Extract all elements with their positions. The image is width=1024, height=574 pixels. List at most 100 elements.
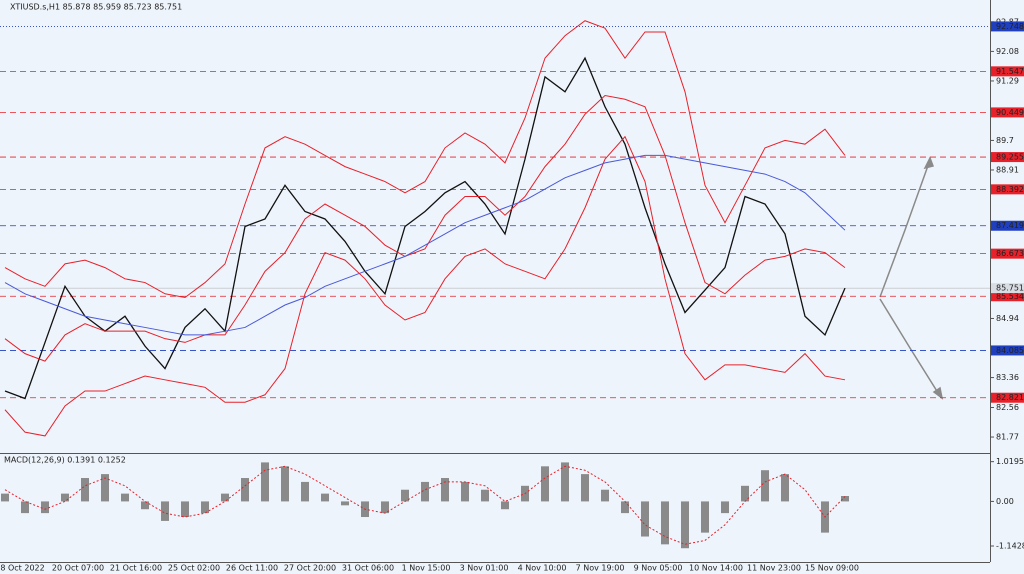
macd-bar — [321, 493, 329, 502]
macd-bar — [381, 501, 389, 514]
macd-bar — [581, 474, 589, 502]
macd-bar — [161, 501, 169, 521]
macd-bar — [661, 501, 669, 545]
x-tick-label: 27 Oct 20:00 — [284, 564, 336, 573]
level-tag — [991, 184, 1024, 195]
level-tag — [991, 152, 1024, 163]
macd-bar — [141, 501, 149, 510]
macd-bar — [561, 462, 569, 502]
signal-line — [4, 465, 846, 545]
y-tick-label: 89.7 — [996, 136, 1014, 145]
y-tick-label: 81.77 — [996, 433, 1019, 442]
macd-bar — [421, 481, 429, 502]
macd-bar — [21, 501, 29, 514]
indicator-line — [4, 95, 846, 362]
y-tick-label: 84.94 — [996, 314, 1019, 323]
x-tick-label: 9 Nov 05:00 — [634, 564, 683, 573]
arrow-head — [923, 156, 934, 170]
macd-bar — [221, 493, 229, 502]
indicator-line — [4, 20, 846, 299]
macd-bar — [201, 501, 209, 514]
macd-bar — [841, 495, 849, 502]
macd-bar — [701, 501, 709, 533]
level-label: 87.419 — [996, 221, 1024, 230]
x-tick-label: 20 Oct 07:00 — [52, 564, 104, 573]
level-label: 84.085 — [996, 346, 1024, 355]
macd-bar — [461, 481, 469, 502]
level-label: 91.547 — [996, 67, 1024, 76]
macd-bar — [261, 462, 269, 502]
y-tick-label: 83.36 — [996, 373, 1019, 382]
macd-bar — [601, 489, 609, 502]
macd-bar — [61, 493, 69, 502]
x-tick-label: 7 Nov 19:00 — [576, 564, 625, 573]
macd-bar — [501, 501, 509, 510]
macd-bar — [621, 501, 629, 514]
x-tick-label: 26 Oct 11:00 — [226, 564, 278, 573]
indicator-line — [4, 135, 846, 437]
symbol-header: XTIUSD.s,H1 85.878 85.959 85.723 85.751 — [10, 3, 182, 12]
macd-bar — [681, 501, 689, 549]
macd-bar — [481, 489, 489, 502]
x-tick-label: 4 Nov 10:00 — [518, 564, 567, 573]
x-tick-label: 15 Nov 09:00 — [805, 564, 859, 573]
y-tick-label: 91.29 — [996, 76, 1019, 85]
macd-bar — [741, 485, 749, 502]
macd-bar — [41, 501, 49, 514]
level-tag — [991, 220, 1024, 231]
x-tick-label: 11 Nov 23:00 — [747, 564, 801, 573]
macd-bar — [281, 466, 289, 502]
macd-bar — [81, 478, 89, 502]
macd-header: MACD(12,26,9) 0.1391 0.1252 — [4, 456, 126, 465]
level-label: 89.255 — [996, 153, 1024, 162]
x-tick-label: 1 Nov 15:00 — [402, 564, 451, 573]
macd-bar — [241, 478, 249, 502]
level-label: 85.534 — [996, 292, 1024, 301]
level-label: 90.449 — [996, 108, 1024, 117]
forecast-arrows — [879, 156, 944, 400]
y-tick-label: 88.91 — [996, 165, 1019, 174]
macd-bar — [721, 501, 729, 514]
x-tick-label: 18 Oct 2022 — [0, 564, 45, 573]
level-tag — [991, 392, 1024, 403]
y-tick-label: 92.08 — [996, 47, 1019, 56]
macd-bar — [301, 481, 309, 502]
macd-bar — [101, 474, 109, 502]
level-tag — [991, 21, 1024, 32]
macd-bar — [761, 470, 769, 502]
macd-bar — [541, 466, 549, 502]
macd-bar — [441, 478, 449, 502]
price-line — [4, 56, 846, 400]
level-tag — [991, 107, 1024, 118]
arrow-down — [879, 298, 941, 397]
x-tick-label: 3 Nov 01:00 — [460, 564, 509, 573]
macd-bar — [781, 474, 789, 502]
level-label: 82.821 — [996, 393, 1024, 402]
macd-bar — [1, 493, 9, 502]
macd-bar — [181, 501, 189, 518]
level-tag — [991, 66, 1024, 77]
level-tag — [991, 248, 1024, 259]
y-tick-label: 82.56 — [996, 403, 1019, 412]
level-label: 86.673 — [996, 249, 1024, 258]
arrow-head — [932, 386, 944, 400]
macd-bar — [341, 501, 349, 506]
macd-bar — [641, 501, 649, 537]
last-price-tag — [991, 283, 1024, 294]
level-label: 88.392 — [996, 185, 1024, 194]
arrow-up — [879, 159, 931, 298]
x-tick-label: 10 Nov 14:00 — [689, 564, 743, 573]
macd-bar — [401, 489, 409, 502]
x-tick-label: 31 Oct 06:00 — [342, 564, 394, 573]
indicator-line — [4, 154, 846, 336]
macd-bar — [121, 493, 129, 502]
y-tick-label: -1.1428 — [996, 541, 1024, 550]
x-tick-label: 25 Oct 02:00 — [168, 564, 220, 573]
last-price-label: 85.751 — [996, 284, 1024, 293]
y-tick-label: 1.0195 — [996, 457, 1024, 466]
x-tick-label: 21 Oct 16:00 — [110, 564, 162, 573]
y-tick-label: 0.00 — [996, 497, 1014, 506]
level-label: 92.748 — [996, 22, 1024, 31]
